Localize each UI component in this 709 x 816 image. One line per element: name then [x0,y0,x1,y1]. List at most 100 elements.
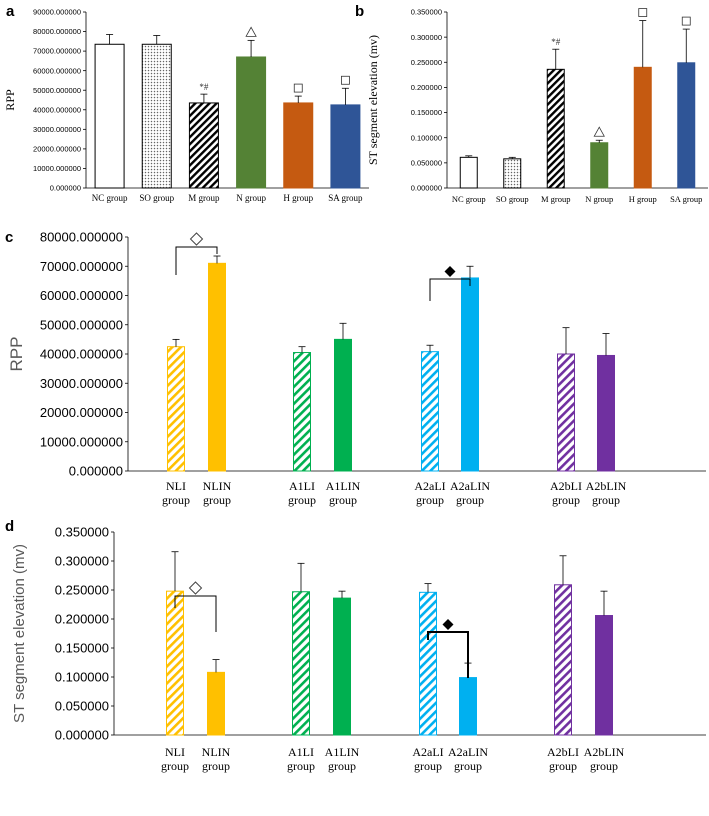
y-tick-label: 50000.000000 [40,317,123,332]
x-tick-label: SO group [496,194,529,204]
bar-sa-group [677,62,696,189]
y-tick-label: 10000.000000 [33,164,81,173]
bar-a2blin-group [597,354,615,472]
y-tick-label: 0.150000 [55,641,109,656]
x-tick-label: NC group [92,193,128,203]
bar-a2bli-group [557,353,575,472]
bar-m-group [546,68,565,189]
x-tick-label: H group [629,194,657,204]
x-tick-label: A2bLIN group [586,479,627,507]
bar-a1lin-group [333,597,351,736]
open-diamond-icon [188,581,203,595]
y-tick-label: 30000.000000 [40,376,123,391]
y-tick-label: 60000.000000 [33,66,81,75]
y-tick-label: 0.050000 [55,699,109,714]
bar-m-group [188,102,219,189]
x-tick-label: NLI group [162,479,190,507]
y-tick-label: 90000.000000 [33,8,81,17]
bar-nlin-group [207,671,225,736]
significance-square-icon [293,83,303,93]
annotation-label: *# [551,37,561,47]
x-tick-label: NC group [452,194,486,204]
y-tick-label: 0.100000 [55,670,109,685]
bar-a1li-group [292,591,310,736]
y-tick-label: 0.250000 [55,583,109,598]
y-tick-label: 20000.000000 [33,145,81,154]
bar-a2bli-group [554,584,572,736]
x-tick-label: A2aLI group [414,479,445,507]
y-tick-label: 40000.000000 [40,347,123,362]
y-tick-label: 70000.000000 [33,47,81,56]
y-tick-label: 60000.000000 [40,288,123,303]
x-tick-label: A2bLI group [550,479,582,507]
y-tick-label: 0.350000 [55,525,109,540]
bar-h-group [633,66,652,189]
panel-letter-b: b [355,3,364,20]
significance-square-icon [681,16,691,26]
x-tick-label: A1LI group [287,745,315,773]
significance-square-icon [341,75,350,85]
y-tick-label: 0.250000 [411,58,442,67]
y-tick-label: 80000.000000 [40,230,123,245]
bar-so-group [141,43,172,189]
y-tick-label: 0.350000 [411,8,442,17]
x-tick-label: A2aLIN group [450,479,490,507]
y-tick-label: 0.200000 [411,83,442,92]
bar-a2ali-group [421,351,439,472]
y-tick-label: 50000.000000 [33,86,81,95]
panel-letter-a: a [6,3,15,20]
x-tick-label: A2bLI group [547,745,579,773]
y-tick-label: 0.000000 [50,184,81,193]
significance-bracket [429,278,471,301]
bar-n-group [236,56,267,189]
bar-a2alin-group [459,677,477,736]
x-tick-label: H group [283,193,313,203]
y-tick-label: 70000.000000 [40,259,123,274]
x-tick-label: A1LIN group [326,479,361,507]
bar-a1li-group [293,352,311,472]
y-axis-label: RPP [7,337,26,372]
bar-a2alin-group [461,277,479,472]
open-diamond-icon [189,232,204,246]
y-axis-label: ST segment elevation (mv) [366,35,380,165]
y-tick-label: 0.000000 [411,184,442,193]
x-tick-label: SA group [328,193,363,203]
y-tick-label: 30000.000000 [33,125,81,134]
x-tick-label: NLIN group [202,745,231,773]
significance-bracket [175,246,218,275]
x-tick-label: M group [541,194,571,204]
x-tick-label: M group [188,193,220,203]
x-tick-label: N group [585,194,613,204]
y-tick-label: 0.050000 [411,158,442,167]
y-tick-label: 20000.000000 [40,405,123,420]
panel-letter-d: d [5,518,14,535]
x-tick-label: A2aLIN group [448,745,488,773]
bar-nc-group [94,43,125,189]
x-tick-label: SA group [670,194,702,204]
significance-bracket [174,595,217,632]
y-axis-label: RPP [3,89,17,111]
y-tick-label: 0.200000 [55,612,109,627]
y-tick-label: 0.000000 [69,464,123,479]
x-tick-label: NLIN group [203,479,232,507]
significance-triangle-icon [245,26,257,37]
y-axis-label: ST segment elevation (mv) [11,544,28,723]
x-tick-label: SO group [139,193,174,203]
x-tick-label: A1LI group [288,479,316,507]
filled-diamond-icon [444,266,456,277]
y-tick-label: 40000.000000 [33,105,81,114]
bar-nli-group [166,590,184,736]
bar-sa-group [330,104,361,189]
annotation-label: *# [199,82,209,92]
bar-h-group [283,102,314,189]
x-tick-label: A1LIN group [325,745,360,773]
x-tick-label: A2bLIN group [584,745,625,773]
y-tick-label: 0.300000 [411,33,442,42]
bar-nc-group [459,156,478,189]
bar-nlin-group [208,262,226,472]
x-tick-label: A2aLI group [412,745,443,773]
y-tick-label: 0.150000 [411,108,442,117]
significance-square-icon [638,8,648,17]
bar-so-group [503,158,522,189]
